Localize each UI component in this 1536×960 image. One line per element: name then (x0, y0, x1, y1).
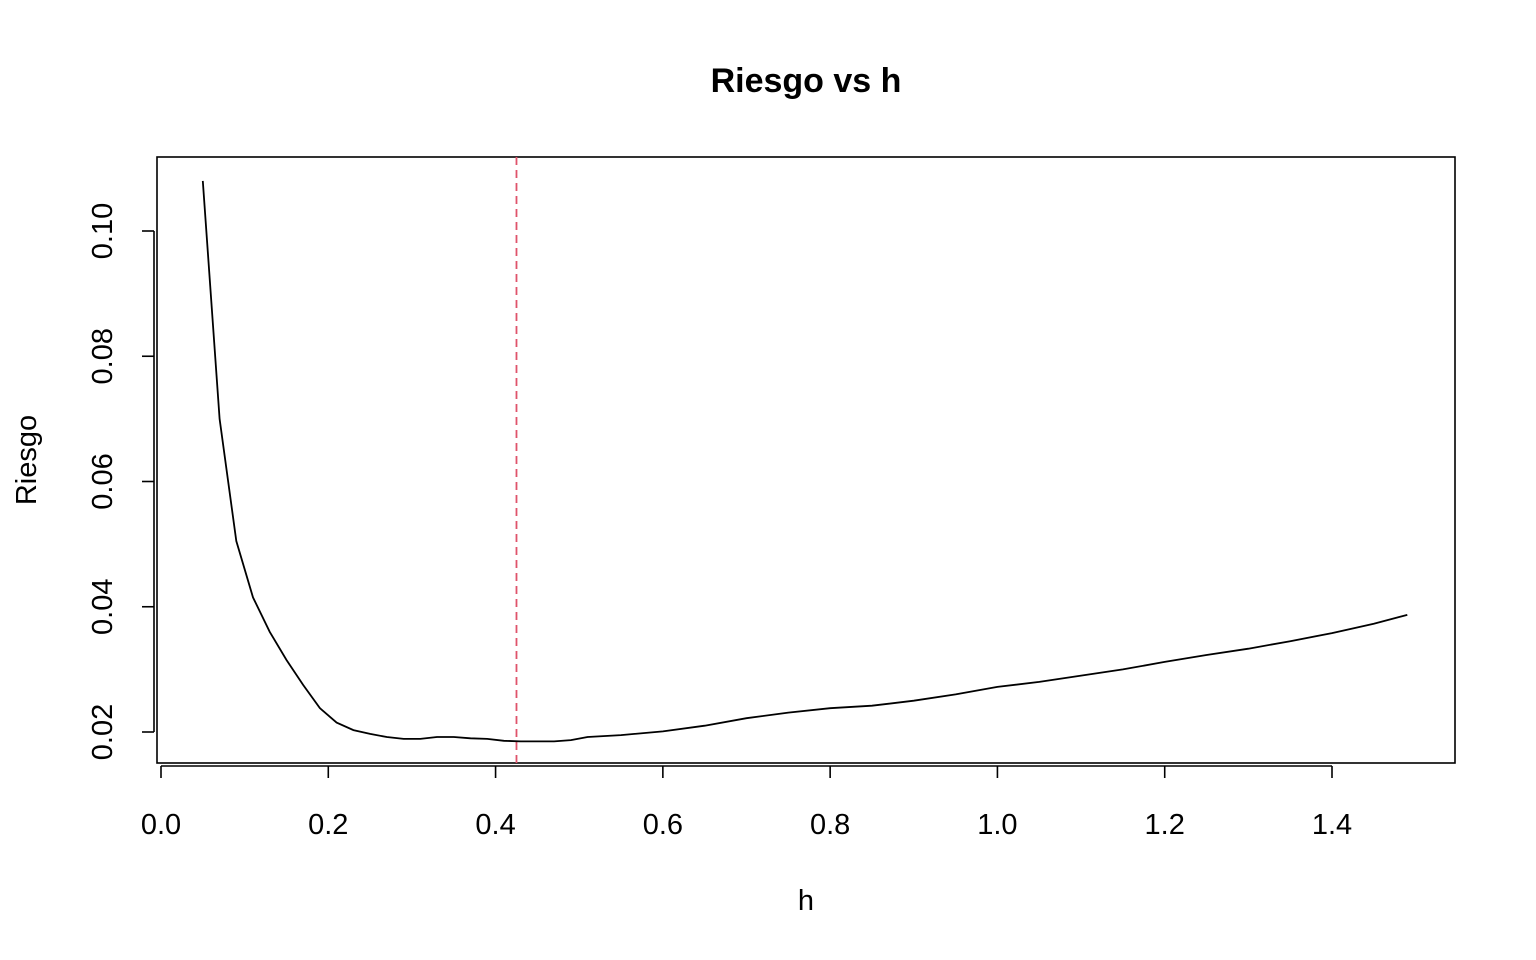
y-tick-label: 0.04 (87, 579, 119, 635)
plot-frame (156, 156, 1456, 764)
x-axis-label: h (798, 885, 814, 917)
x-tick-label: 0.8 (810, 809, 850, 841)
x-tick-label: 0.0 (141, 809, 181, 841)
y-axis: 0.02 0.04 0.06 0.08 0.10 (87, 203, 155, 760)
series-line-riesgo (201, 180, 1408, 743)
y-tick-label: 0.02 (87, 704, 119, 760)
y-axis-label: Riesgo (11, 415, 43, 505)
x-axis: 0.0 0.2 0.4 0.6 0.8 1.0 1.2 1.4 (141, 765, 1352, 841)
x-tick-label: 1.0 (977, 809, 1017, 841)
chart-title: Riesgo vs h (711, 62, 902, 100)
y-tick-label: 0.10 (87, 203, 119, 259)
x-tick-label: 0.6 (643, 809, 683, 841)
x-tick-label: 0.2 (308, 809, 348, 841)
x-tick-label: 1.2 (1145, 809, 1185, 841)
x-tick-label: 1.4 (1312, 809, 1352, 841)
y-tick-label: 0.06 (87, 453, 119, 509)
x-tick-label: 0.4 (475, 809, 515, 841)
y-tick-label: 0.08 (87, 328, 119, 384)
